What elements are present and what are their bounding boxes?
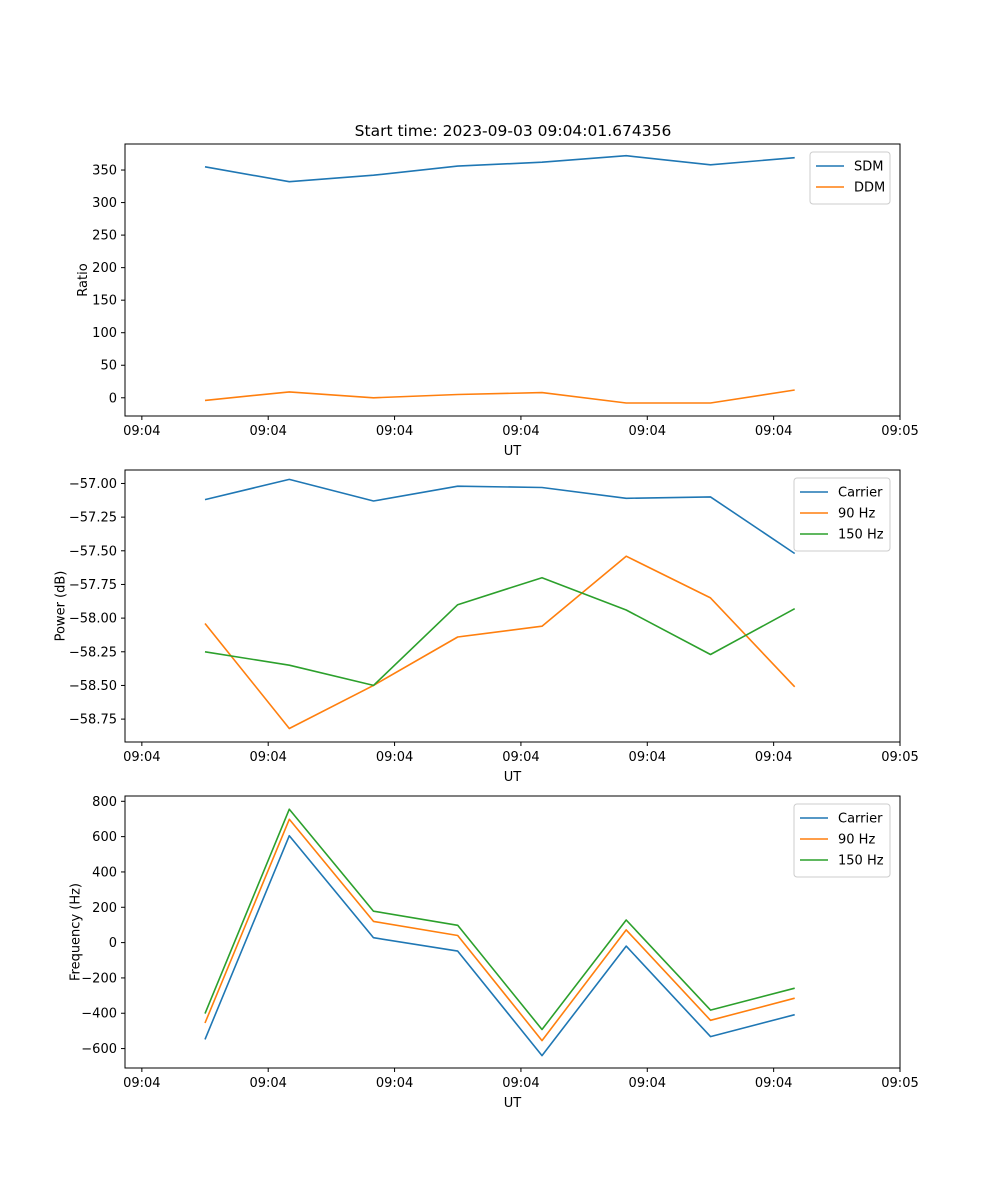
frequency-ytick-label: 0 <box>109 936 117 951</box>
power-ytick-label: −58.25 <box>69 645 117 660</box>
frequency-y-axis-label: Frequency (Hz) <box>68 883 83 981</box>
frequency-ytick-label: −400 <box>81 1007 117 1022</box>
frequency-legend-label-150-hz: 150 Hz <box>838 854 884 869</box>
ratio-xtick-label: 09:04 <box>249 424 286 439</box>
ratio-ytick-label: 200 <box>92 261 117 276</box>
power-xtick-label: 09:04 <box>376 750 413 765</box>
frequency-xtick-label: 09:04 <box>502 1076 539 1091</box>
power-ytick-label: −58.50 <box>69 679 117 694</box>
power-legend-box <box>793 477 891 552</box>
ratio-panel: 09:04 09:04 09:04 09:04 09:04 09:04 09:05 0 50 10… <box>76 143 919 459</box>
frequency-ytick-label: −600 <box>81 1042 117 1057</box>
power-ytick-label: −57.00 <box>69 477 117 492</box>
power-xtick-label: 09:05 <box>881 750 918 765</box>
power-xtick-label: 09:04 <box>755 750 792 765</box>
ratio-ytick-label: 100 <box>92 326 117 341</box>
power-axes-frame <box>124 469 901 743</box>
ratio-legend: SDM DDM <box>809 151 891 205</box>
frequency-series-90-hz-line <box>204 818 795 1042</box>
ratio-series-sdm-line <box>204 154 795 183</box>
frequency-axes-frame <box>124 795 901 1069</box>
frequency-ytick-label: 600 <box>92 830 117 845</box>
frequency-ytick-label: −200 <box>81 971 117 986</box>
frequency-legend-box <box>793 803 891 878</box>
ratio-ytick-label: 250 <box>92 229 117 244</box>
frequency-ytick-label: 400 <box>92 865 117 880</box>
ratio-ytick-label: 0 <box>109 391 117 406</box>
ratio-xtick-label: 09:04 <box>755 424 792 439</box>
power-ytick-label: −58.00 <box>69 612 117 627</box>
power-series-150-hz-line <box>204 576 796 687</box>
ratio-ytick-label: 300 <box>92 196 117 211</box>
ratio-legend-box <box>809 151 891 205</box>
ratio-xtick-label: 09:04 <box>629 424 666 439</box>
frequency-legend-label-90-hz: 90 Hz <box>838 833 875 848</box>
ratio-y-axis-label: Ratio <box>76 263 91 296</box>
frequency-xtick-label: 09:05 <box>881 1076 918 1091</box>
ratio-legend-label-sdm: SDM <box>854 160 883 175</box>
ratio-ytick-label: 50 <box>100 359 117 374</box>
power-xtick-label: 09:04 <box>502 750 539 765</box>
frequency-legend-label-carrier: Carrier <box>838 812 883 827</box>
power-xtick-label: 09:04 <box>249 750 286 765</box>
figure-title: Start time: 2023-09-03 09:04:01.674356 <box>355 122 672 140</box>
frequency-panel: 09:04 09:04 09:04 09:04 09:04 09:04 09:05 −600 −… <box>68 795 918 1111</box>
power-ytick-label: −57.75 <box>69 578 117 593</box>
power-legend: Carrier 90 Hz 150 Hz <box>793 477 891 552</box>
power-series-carrier-line <box>204 478 796 555</box>
power-xtick-label: 09:04 <box>629 750 666 765</box>
ratio-legend-label-ddm: DDM <box>854 181 885 196</box>
frequency-series-150-hz-line <box>204 808 795 1031</box>
ratio-x-axis-label: UT <box>504 444 522 459</box>
power-ytick-label: −57.25 <box>69 511 117 526</box>
ratio-ytick-label: 150 <box>92 294 117 309</box>
frequency-series-carrier-line <box>204 834 795 1057</box>
frequency-ytick-label: 800 <box>92 795 117 810</box>
ratio-xtick-label: 09:04 <box>502 424 539 439</box>
power-panel: 09:04 09:04 09:04 09:04 09:04 09:04 09:05 −57.0… <box>54 469 919 785</box>
frequency-legend: Carrier 90 Hz 150 Hz <box>793 803 891 878</box>
frequency-xtick-label: 09:04 <box>249 1076 286 1091</box>
power-legend-label-150-hz: 150 Hz <box>838 528 884 543</box>
ratio-series-ddm-line <box>204 389 795 404</box>
ratio-xtick-label: 09:04 <box>376 424 413 439</box>
power-ytick-label: −57.50 <box>69 544 117 559</box>
ratio-xtick-label: 09:04 <box>123 424 160 439</box>
frequency-xtick-label: 09:04 <box>123 1076 160 1091</box>
power-legend-label-90-hz: 90 Hz <box>838 507 875 522</box>
frequency-xtick-label: 09:04 <box>755 1076 792 1091</box>
frequency-xtick-label: 09:04 <box>629 1076 666 1091</box>
power-x-axis-label: UT <box>504 770 522 785</box>
ratio-axes-frame <box>124 143 901 417</box>
frequency-x-axis-label: UT <box>504 1096 522 1111</box>
power-xtick-label: 09:04 <box>123 750 160 765</box>
power-ytick-label: −58.75 <box>69 713 117 728</box>
power-y-axis-label: Power (dB) <box>54 571 69 642</box>
frequency-ytick-label: 200 <box>92 901 117 916</box>
power-series-90-hz-line <box>204 555 796 730</box>
ratio-xtick-label: 09:05 <box>881 424 918 439</box>
frequency-xtick-label: 09:04 <box>376 1076 413 1091</box>
power-legend-label-carrier: Carrier <box>838 486 883 501</box>
ratio-ytick-label: 350 <box>92 164 117 179</box>
